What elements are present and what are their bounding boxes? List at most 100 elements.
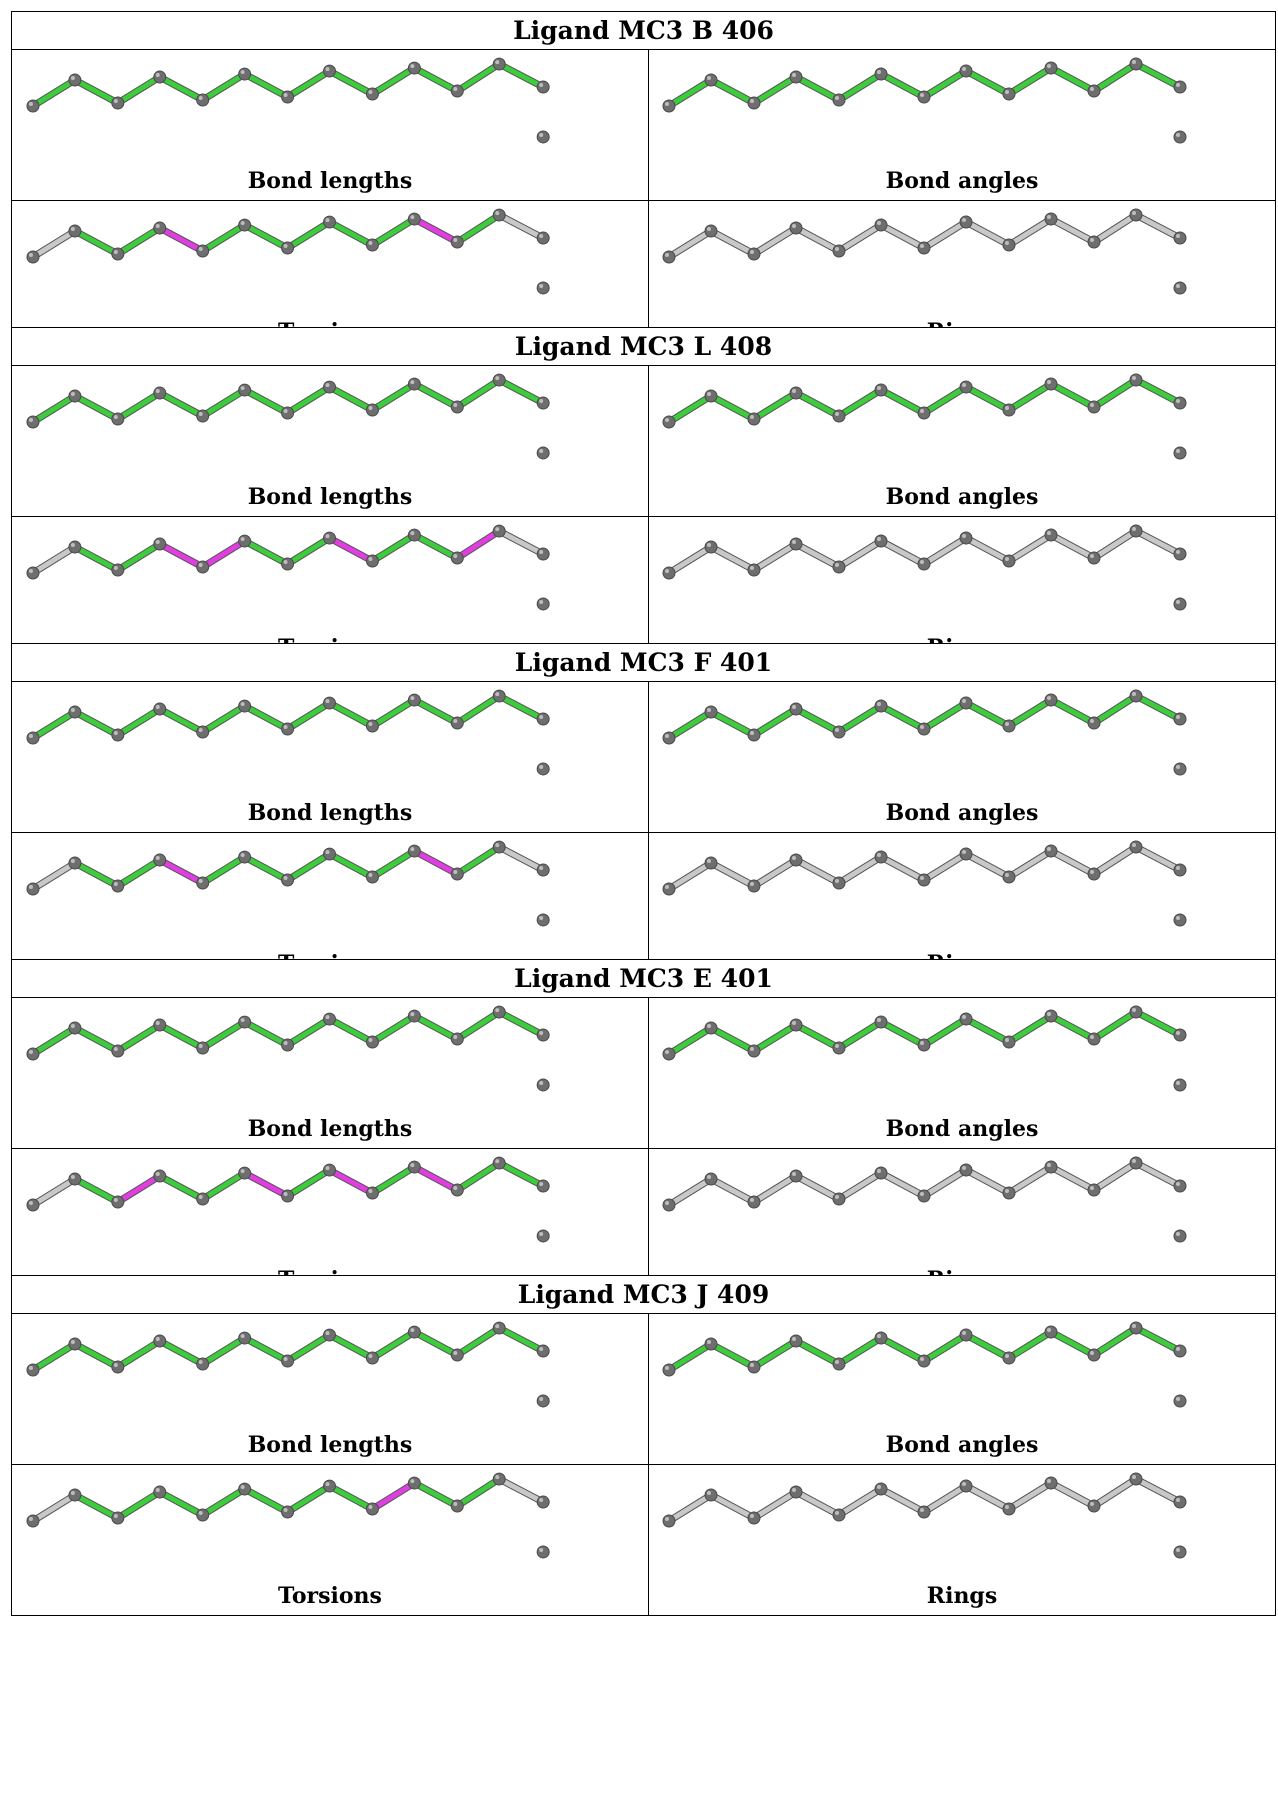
bond bbox=[30, 709, 78, 741]
atom-highlight bbox=[1090, 870, 1094, 874]
atom-highlight bbox=[920, 560, 924, 564]
bond bbox=[878, 538, 927, 567]
atom bbox=[68, 705, 82, 719]
bond bbox=[666, 1492, 714, 1524]
atom bbox=[1173, 130, 1187, 144]
bond bbox=[242, 703, 291, 732]
atom-highlight bbox=[962, 1331, 966, 1335]
atom bbox=[1173, 1545, 1187, 1559]
atom bbox=[238, 1331, 252, 1345]
molecule-diagram bbox=[662, 208, 1187, 295]
atom-highlight bbox=[113, 566, 118, 571]
atom bbox=[959, 64, 973, 78]
molecule-diagram bbox=[662, 1005, 1187, 1092]
atom bbox=[111, 1511, 125, 1525]
atom-highlight bbox=[113, 99, 118, 104]
atom-highlight bbox=[962, 383, 966, 387]
atom bbox=[1044, 844, 1058, 858]
atom-highlight bbox=[368, 722, 373, 727]
bond bbox=[200, 387, 248, 419]
atom-highlight bbox=[453, 1351, 458, 1356]
atom bbox=[407, 528, 421, 542]
bond bbox=[411, 216, 460, 245]
atom-highlight bbox=[665, 1366, 669, 1370]
atom bbox=[111, 1195, 125, 1209]
atom-highlight bbox=[877, 1169, 881, 1173]
atom-highlight bbox=[495, 843, 500, 848]
atom bbox=[323, 1328, 336, 1342]
atom bbox=[789, 1334, 803, 1348]
atom-highlight bbox=[368, 241, 373, 246]
molecule-diagram bbox=[26, 57, 550, 144]
bond bbox=[836, 1335, 884, 1367]
bond bbox=[285, 1167, 332, 1199]
atom bbox=[959, 1479, 973, 1493]
atom bbox=[26, 566, 40, 580]
atom-highlight bbox=[665, 102, 669, 106]
atom bbox=[662, 99, 676, 113]
atom-highlight bbox=[750, 415, 754, 419]
atom bbox=[1129, 1472, 1143, 1486]
atom-highlight bbox=[368, 1505, 373, 1510]
atom bbox=[747, 96, 761, 110]
atom bbox=[365, 87, 379, 101]
bond bbox=[666, 1025, 714, 1057]
atom bbox=[662, 1047, 676, 1061]
atom-highlight bbox=[155, 389, 160, 394]
bond bbox=[1006, 697, 1054, 729]
atom-highlight bbox=[1090, 1186, 1094, 1190]
atom bbox=[662, 566, 676, 580]
atom-highlight bbox=[1176, 1182, 1180, 1186]
bond bbox=[242, 71, 291, 100]
atom-highlight bbox=[707, 859, 711, 863]
bond bbox=[1006, 381, 1054, 413]
bond bbox=[285, 219, 332, 251]
atom bbox=[68, 389, 82, 403]
atom bbox=[789, 537, 803, 551]
bond bbox=[921, 1483, 969, 1515]
bond bbox=[200, 222, 248, 254]
atom-highlight bbox=[240, 1334, 245, 1339]
bond bbox=[200, 538, 248, 570]
atom-highlight bbox=[453, 1186, 458, 1191]
bond bbox=[496, 61, 546, 90]
bond bbox=[963, 1167, 1012, 1196]
rings-panel: Rings bbox=[649, 201, 1275, 351]
bond bbox=[72, 393, 121, 422]
atom bbox=[281, 722, 295, 736]
atom-highlight bbox=[750, 1198, 754, 1202]
atom-highlight bbox=[962, 699, 966, 703]
atom-highlight bbox=[113, 1047, 118, 1052]
atom bbox=[832, 725, 846, 739]
atom-highlight bbox=[1132, 692, 1136, 696]
atom bbox=[1173, 547, 1187, 561]
atom-highlight bbox=[792, 73, 796, 77]
atom-highlight bbox=[70, 1491, 75, 1496]
atom bbox=[1173, 281, 1187, 295]
atom bbox=[1173, 863, 1187, 877]
atom-highlight bbox=[113, 731, 118, 736]
atom bbox=[874, 534, 888, 548]
bond bbox=[751, 1338, 799, 1370]
atom-highlight bbox=[707, 392, 711, 396]
bond bbox=[157, 1338, 206, 1367]
bond bbox=[836, 71, 884, 103]
ligand-block: Ligand MC3 B 406 Bond lengths Bond angle… bbox=[11, 11, 1276, 352]
atom-highlight bbox=[155, 705, 160, 710]
molecule-diagram bbox=[662, 57, 1187, 144]
atom bbox=[662, 1514, 676, 1528]
bond bbox=[751, 706, 799, 738]
bond bbox=[242, 387, 291, 416]
bond bbox=[836, 1486, 884, 1518]
bond bbox=[369, 1013, 417, 1045]
atom-highlight bbox=[1047, 696, 1051, 700]
atom-highlight bbox=[453, 1502, 458, 1507]
atom-highlight bbox=[750, 99, 754, 103]
ligand-block: Ligand MC3 F 401 Bond lengths Bond angle… bbox=[11, 643, 1276, 984]
atom bbox=[1087, 1499, 1101, 1513]
atom-highlight bbox=[70, 76, 75, 81]
atom bbox=[26, 1514, 40, 1528]
atom bbox=[281, 557, 295, 571]
bond bbox=[242, 222, 291, 251]
atom-highlight bbox=[368, 90, 373, 95]
